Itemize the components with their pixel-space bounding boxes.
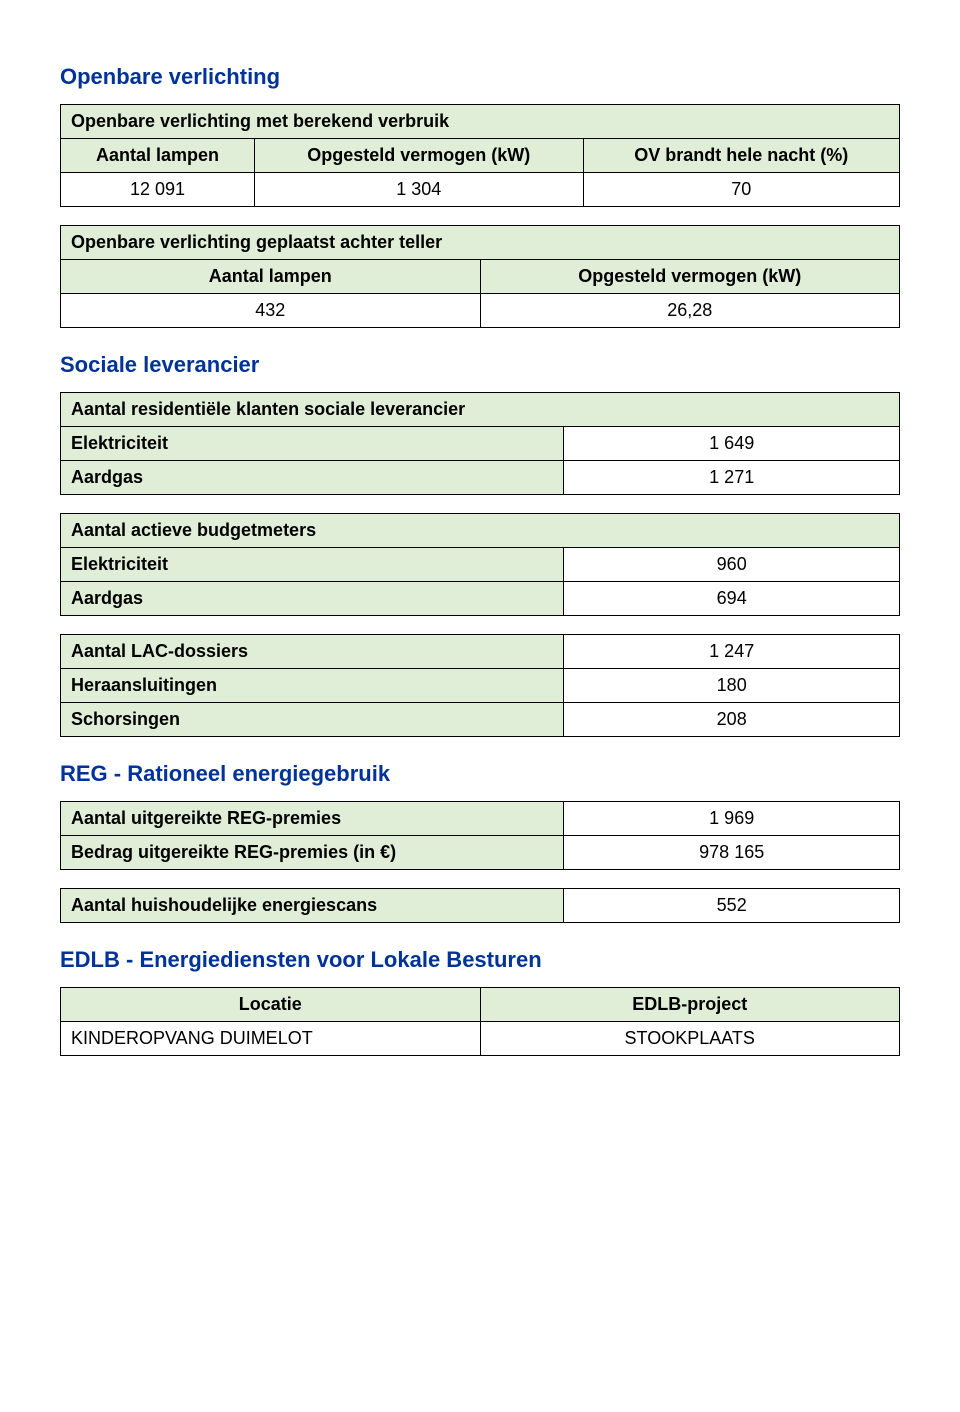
col-header: OV brandt hele nacht (%) <box>583 139 899 173</box>
row-label: Aantal LAC-dossiers <box>61 635 564 669</box>
cell-value: 26,28 <box>480 294 900 328</box>
row-label: Schorsingen <box>61 703 564 737</box>
row-value: 552 <box>564 889 900 923</box>
col-header: Aantal lampen <box>61 260 481 294</box>
table-edlb: Locatie EDLB-project KINDEROPVANG DUIMEL… <box>60 987 900 1056</box>
table-verlichting-berekend: Openbare verlichting met berekend verbru… <box>60 104 900 207</box>
col-header: EDLB-project <box>480 988 900 1022</box>
cell-value: 12 091 <box>61 173 255 207</box>
cell-value: 70 <box>583 173 899 207</box>
row-value: 1 271 <box>564 461 900 495</box>
col-header: Opgesteld vermogen (kW) <box>254 139 583 173</box>
table-verlichting-teller: Openbare verlichting geplaatst achter te… <box>60 225 900 328</box>
table-lac-dossiers: Aantal LAC-dossiers 1 247 Heraansluiting… <box>60 634 900 737</box>
row-label: Aantal uitgereikte REG-premies <box>61 802 564 836</box>
section-title-reg: REG - Rationeel energiegebruik <box>60 761 900 787</box>
cell-value: 432 <box>61 294 481 328</box>
col-header: Aantal lampen <box>61 139 255 173</box>
col-header: Locatie <box>61 988 481 1022</box>
table-header-span: Openbare verlichting met berekend verbru… <box>61 105 900 139</box>
cell-project: STOOKPLAATS <box>480 1022 900 1056</box>
col-header: Opgesteld vermogen (kW) <box>480 260 900 294</box>
row-label: Heraansluitingen <box>61 669 564 703</box>
cell-value: 1 304 <box>254 173 583 207</box>
table-header-span: Openbare verlichting geplaatst achter te… <box>61 226 900 260</box>
row-label: Aantal huishoudelijke energiescans <box>61 889 564 923</box>
section-title-openbare-verlichting: Openbare verlichting <box>60 64 900 90</box>
cell-locatie: KINDEROPVANG DUIMELOT <box>61 1022 481 1056</box>
table-header-span: Aantal actieve budgetmeters <box>61 514 900 548</box>
row-value: 978 165 <box>564 836 900 870</box>
row-label: Elektriciteit <box>61 427 564 461</box>
table-budgetmeters: Aantal actieve budgetmeters Elektricitei… <box>60 513 900 616</box>
row-value: 1 247 <box>564 635 900 669</box>
row-value: 694 <box>564 582 900 616</box>
row-value: 1 649 <box>564 427 900 461</box>
row-value: 1 969 <box>564 802 900 836</box>
table-energiescans: Aantal huishoudelijke energiescans 552 <box>60 888 900 923</box>
row-value: 180 <box>564 669 900 703</box>
table-residentiele-klanten: Aantal residentiële klanten sociale leve… <box>60 392 900 495</box>
row-label: Aardgas <box>61 582 564 616</box>
table-reg-premies: Aantal uitgereikte REG-premies 1 969 Bed… <box>60 801 900 870</box>
section-title-sociale-leverancier: Sociale leverancier <box>60 352 900 378</box>
row-value: 960 <box>564 548 900 582</box>
section-title-edlb: EDLB - Energiediensten voor Lokale Bestu… <box>60 947 900 973</box>
row-label: Aardgas <box>61 461 564 495</box>
row-label: Bedrag uitgereikte REG-premies (in €) <box>61 836 564 870</box>
row-value: 208 <box>564 703 900 737</box>
table-header-span: Aantal residentiële klanten sociale leve… <box>61 393 900 427</box>
row-label: Elektriciteit <box>61 548 564 582</box>
